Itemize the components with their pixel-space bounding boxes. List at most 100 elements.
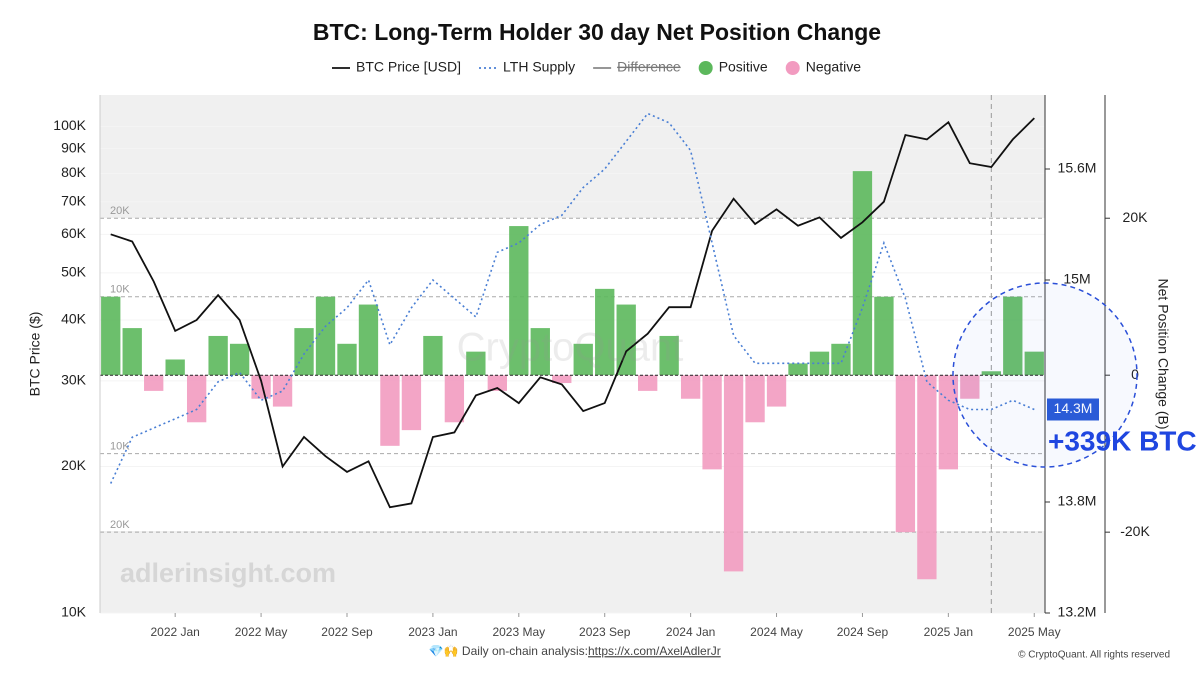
y-tick-label: 30K <box>61 372 87 388</box>
bar <box>208 335 228 376</box>
bar <box>315 296 336 376</box>
legend-swatch <box>698 61 713 75</box>
y2-tick-label: 15.6M <box>1058 160 1097 176</box>
highlight-circle <box>952 282 1138 468</box>
bar <box>852 171 873 376</box>
bar <box>895 375 916 533</box>
y-tick-label: 100K <box>53 117 86 133</box>
bar <box>659 335 679 376</box>
bar <box>380 375 400 446</box>
bar <box>702 375 722 470</box>
legend-label[interactable]: BTC Price [USD] <box>356 59 461 75</box>
bar <box>917 375 937 580</box>
bar <box>401 375 422 431</box>
current-label: 14.3M <box>1054 400 1093 416</box>
bar <box>552 375 572 384</box>
current-label-box <box>1047 398 1099 421</box>
y-tick-label: 20K <box>61 457 87 473</box>
y3-axis-title: Net Position Change (B) <box>1155 279 1171 430</box>
reference-label: 20K <box>110 205 130 217</box>
x-tick-label: 2024 Jan <box>666 625 715 639</box>
y3-tick-label: -20K <box>1120 523 1150 539</box>
x-tick-label: 2024 May <box>750 625 803 639</box>
y2-tick-label: 13.8M <box>1058 493 1097 509</box>
x-tick-label: 2023 Jan <box>408 625 457 639</box>
lower-band <box>100 531 1045 613</box>
price-line <box>110 117 1035 509</box>
y-tick-label: 40K <box>61 311 87 327</box>
legend-label[interactable]: Difference <box>617 59 681 75</box>
x-tick-label: 2022 May <box>235 625 288 639</box>
y3-tick-label: 20K <box>1123 209 1149 225</box>
y-tick-label: 70K <box>61 192 87 208</box>
legend-label[interactable]: Positive <box>719 59 768 75</box>
y-tick-label: 60K <box>61 225 87 241</box>
bar <box>358 304 379 376</box>
upper-band <box>100 95 1045 218</box>
footer-link[interactable]: https://x.com/AxelAdlerJr <box>588 644 721 658</box>
bar <box>788 363 808 376</box>
bar <box>638 375 658 391</box>
bar <box>337 343 357 376</box>
bar <box>444 375 465 423</box>
chart-title: BTC: Long-Term Holder 30 day Net Positio… <box>313 19 881 45</box>
y-tick-label: 50K <box>61 264 87 280</box>
footer-text: 💎🙌 Daily on-chain analysis: <box>429 644 588 658</box>
x-tick-label: 2023 Sep <box>579 625 631 639</box>
x-tick-label: 2023 May <box>492 625 545 639</box>
bar <box>766 375 787 407</box>
bar <box>101 296 121 376</box>
watermark: adlerinsight.com <box>120 558 336 588</box>
bar <box>294 328 314 376</box>
y-tick-label: 10K <box>61 604 87 620</box>
bar <box>509 226 529 376</box>
bar <box>831 343 851 376</box>
y2-tick-label: 15M <box>1063 271 1090 287</box>
copyright: © CryptoQuant. All rights reserved <box>1018 650 1170 661</box>
legend-label[interactable]: LTH Supply <box>503 59 575 75</box>
bar <box>530 328 550 376</box>
x-tick-label: 2022 Jan <box>150 625 199 639</box>
y-tick-label: 80K <box>61 164 87 180</box>
x-tick-label: 2024 Sep <box>837 625 889 639</box>
y-axis-title: BTC Price ($) <box>27 312 43 397</box>
bar <box>809 351 830 376</box>
bar <box>723 375 744 572</box>
bar <box>595 288 615 376</box>
bar <box>1024 351 1044 376</box>
y2-tick-label: 13.2M <box>1058 604 1097 620</box>
bar <box>186 375 207 423</box>
reference-label: 10K <box>110 441 130 453</box>
bar <box>466 351 486 376</box>
bar <box>680 375 701 399</box>
bar <box>874 296 894 376</box>
x-tick-label: 2025 Jan <box>924 625 973 639</box>
annotation: +339K BTC <box>1048 425 1197 456</box>
lth-line <box>109 112 1035 484</box>
legend-swatch <box>785 61 800 75</box>
y-tick-label: 90K <box>61 139 87 155</box>
bar <box>1003 296 1023 376</box>
bar <box>423 335 443 376</box>
bar <box>229 343 250 376</box>
bar <box>122 328 142 376</box>
bar <box>616 304 636 376</box>
bar <box>960 375 980 399</box>
bar <box>487 375 507 391</box>
bar <box>165 359 185 376</box>
bar <box>573 343 593 376</box>
bar <box>938 375 959 470</box>
reference-label: 20K <box>110 519 130 531</box>
bar <box>144 375 164 391</box>
x-tick-label: 2025 May <box>1008 625 1061 639</box>
bar <box>745 375 765 423</box>
y3-tick-label: 0 <box>1131 366 1139 382</box>
watermark: CryptoQuant <box>457 326 684 370</box>
legend-label[interactable]: Negative <box>806 59 861 75</box>
bar <box>981 371 1001 376</box>
bar <box>272 375 293 407</box>
reference-label: 10K <box>110 284 130 296</box>
x-tick-label: 2022 Sep <box>321 625 373 639</box>
